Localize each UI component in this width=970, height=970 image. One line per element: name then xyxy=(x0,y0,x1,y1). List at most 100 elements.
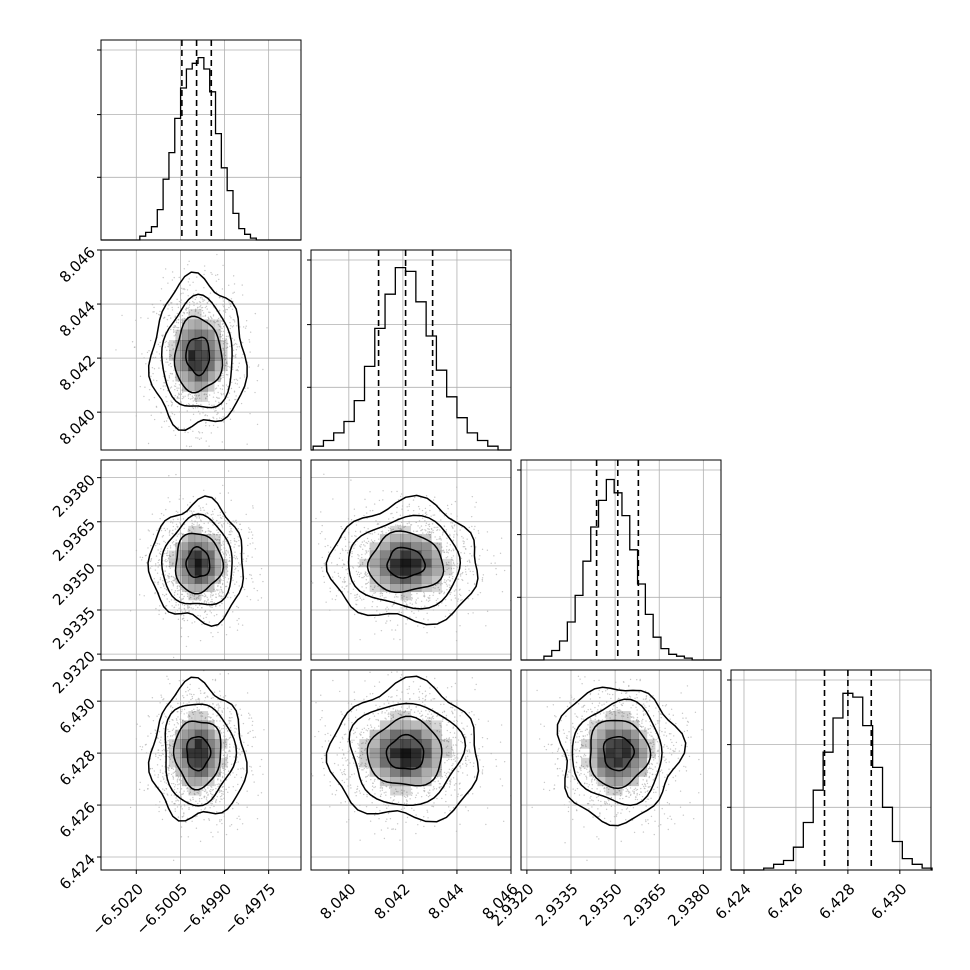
scatter-point xyxy=(464,736,467,738)
scatter-point xyxy=(207,793,209,796)
scatter-point xyxy=(379,809,381,812)
pair-panel-1-0 xyxy=(100,249,302,451)
scatter-point xyxy=(408,707,410,709)
scatter-point xyxy=(605,701,608,703)
density-cell xyxy=(181,542,189,551)
scatter-point xyxy=(362,576,364,579)
scatter-point xyxy=(179,791,181,793)
scatter-point xyxy=(585,761,587,763)
scatter-point xyxy=(366,575,368,578)
scatter-point xyxy=(171,782,173,785)
scatter-point xyxy=(156,351,158,353)
scatter-point xyxy=(617,812,619,814)
scatter-point xyxy=(229,825,231,827)
scatter-point xyxy=(448,758,450,761)
scatter-point xyxy=(203,273,205,276)
scatter-point xyxy=(254,391,256,394)
scatter-point xyxy=(168,375,171,377)
scatter-point xyxy=(591,778,594,780)
scatter-point xyxy=(365,530,367,533)
scatter-point xyxy=(176,722,179,724)
scatter-point xyxy=(168,425,170,428)
scatter-point xyxy=(634,697,636,700)
scatter-point xyxy=(665,735,668,737)
scatter-point xyxy=(219,333,222,336)
scatter-point xyxy=(162,788,164,790)
scatter-point xyxy=(159,550,162,553)
scatter-point xyxy=(176,389,179,392)
scatter-point xyxy=(455,565,458,568)
scatter-point xyxy=(415,814,417,816)
contour-line xyxy=(325,494,479,626)
scatter-point xyxy=(218,402,220,404)
scatter-point xyxy=(174,733,177,735)
scatter-point xyxy=(185,785,187,787)
scatter-point xyxy=(458,783,461,785)
scatter-point xyxy=(218,380,220,383)
scatter-point xyxy=(186,686,189,689)
scatter-point xyxy=(689,801,691,804)
scatter-point xyxy=(172,782,175,785)
scatter-point xyxy=(372,541,375,544)
scatter-point xyxy=(172,518,175,521)
scatter-point xyxy=(438,538,440,540)
scatter-point xyxy=(172,380,174,382)
scatter-point xyxy=(197,597,200,599)
scatter-point xyxy=(588,802,590,805)
scatter-point xyxy=(232,325,235,327)
scatter-point xyxy=(478,532,480,534)
scatter-point xyxy=(366,517,368,520)
density-cell xyxy=(597,729,607,740)
density-cell xyxy=(431,567,442,576)
scatter-point xyxy=(177,329,179,331)
scatter-point xyxy=(201,803,203,805)
scatter-point xyxy=(672,744,675,747)
scatter-point xyxy=(215,387,218,389)
density-cell xyxy=(214,729,222,740)
scatter-point xyxy=(389,818,392,820)
scatter-point xyxy=(210,594,212,596)
scatter-point xyxy=(189,398,192,400)
scatter-point xyxy=(340,802,342,804)
density-cell xyxy=(410,729,422,740)
density-cell xyxy=(613,748,623,759)
scatter-point xyxy=(237,783,239,786)
scatter-point xyxy=(553,788,555,790)
scatter-point xyxy=(366,724,369,727)
scatter-point xyxy=(178,276,180,279)
scatter-point xyxy=(364,545,366,547)
scatter-point xyxy=(342,738,344,740)
scatter-point xyxy=(303,557,304,558)
scatter-point xyxy=(344,536,346,539)
density-cell xyxy=(410,757,422,768)
scatter-point xyxy=(220,595,223,597)
scatter-point xyxy=(656,720,659,722)
scatter-point xyxy=(431,708,434,710)
scatter-point xyxy=(448,751,450,754)
scatter-point xyxy=(394,629,397,631)
scatter-point xyxy=(161,749,164,752)
scatter-point xyxy=(451,764,453,767)
scatter-point xyxy=(445,580,448,582)
scatter-point xyxy=(170,755,172,757)
scatter-point xyxy=(157,757,159,759)
scatter-point xyxy=(166,400,168,403)
scatter-point xyxy=(392,603,395,606)
scatter-point xyxy=(597,799,600,802)
scatter-point xyxy=(686,685,689,687)
scatter-point xyxy=(361,769,363,771)
scatter-point xyxy=(423,785,425,788)
scatter-point xyxy=(567,787,569,789)
scatter-point xyxy=(619,797,621,800)
scatter-point xyxy=(334,549,336,551)
scatter-point xyxy=(168,344,170,346)
scatter-point xyxy=(560,719,562,722)
scatter-point xyxy=(181,603,184,606)
y-tick-label: 6.430 xyxy=(56,694,99,737)
scatter-point xyxy=(213,691,216,693)
scatter-point xyxy=(590,779,593,781)
scatter-point xyxy=(590,719,592,721)
scatter-point xyxy=(428,716,431,719)
scatter-point xyxy=(408,712,410,715)
scatter-point xyxy=(218,579,221,582)
